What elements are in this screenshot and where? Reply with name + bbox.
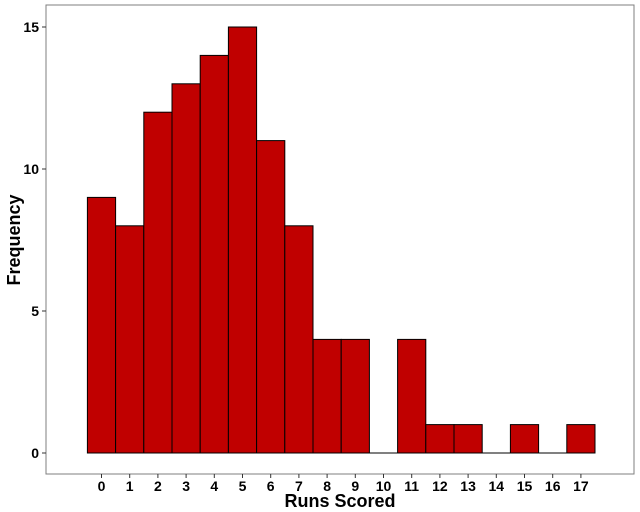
bar-13 [453, 424, 483, 454]
x-tick-label-11: 11 [404, 478, 419, 494]
x-tick-label-7: 7 [295, 478, 303, 494]
x-tick-label-0: 0 [98, 478, 106, 494]
x-tick-label-5: 5 [239, 478, 247, 494]
x-tick-label-16: 16 [545, 478, 561, 494]
x-tick-label-17: 17 [573, 478, 589, 494]
x-tick-label-3: 3 [182, 478, 190, 494]
bar-3 [171, 83, 201, 454]
y-tick-label-5: 5 [31, 303, 39, 319]
panel-border [45, 4, 635, 475]
x-tick-label-1: 1 [126, 478, 134, 494]
x-tick-label-8: 8 [323, 478, 331, 494]
x-axis: 0 1 2 3 4 5 6 7 8 9 10 11 12 13 14 15 16 17 [98, 474, 589, 494]
y-tick-label-0: 0 [31, 445, 39, 461]
y-axis: 0 5 10 15 [23, 19, 46, 461]
bar-12 [425, 424, 455, 454]
bar-1 [115, 225, 145, 454]
x-tick-label-13: 13 [460, 478, 476, 494]
bar-6 [256, 140, 286, 454]
bar-2 [143, 111, 173, 454]
x-tick-label-14: 14 [489, 478, 505, 494]
bars-group [86, 26, 596, 454]
x-axis-title: Runs Scored [284, 491, 395, 511]
x-tick-label-4: 4 [210, 478, 218, 494]
y-tick-label-15: 15 [23, 19, 39, 35]
y-axis-title: Frequency [4, 194, 24, 285]
x-tick-label-10: 10 [376, 478, 392, 494]
x-tick-label-2: 2 [154, 478, 162, 494]
bar-7 [284, 225, 314, 454]
x-tick-label-6: 6 [267, 478, 275, 494]
bar-9 [340, 338, 370, 454]
x-tick-label-15: 15 [517, 478, 533, 494]
bar-15 [509, 424, 540, 454]
bar-0 [86, 196, 117, 454]
x-tick-label-12: 12 [432, 478, 448, 494]
bar-17 [566, 424, 596, 454]
y-tick-label-10: 10 [23, 161, 39, 177]
bar-11 [397, 338, 427, 454]
bar-4 [199, 54, 229, 454]
x-tick-label-9: 9 [351, 478, 359, 494]
bar-8 [312, 338, 342, 454]
bar-5 [227, 26, 258, 454]
